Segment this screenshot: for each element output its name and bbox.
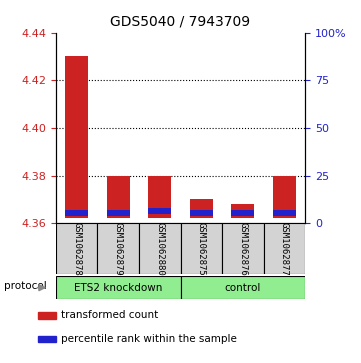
- Bar: [180, 223, 222, 274]
- Bar: [65, 57, 88, 219]
- Text: GSM1062875: GSM1062875: [197, 222, 206, 276]
- Bar: [107, 176, 130, 219]
- Text: GSM1062880: GSM1062880: [155, 222, 164, 276]
- Text: GSM1062878: GSM1062878: [72, 222, 81, 276]
- Text: transformed count: transformed count: [61, 310, 158, 321]
- Bar: [231, 204, 254, 219]
- Bar: [180, 276, 305, 299]
- Bar: [97, 223, 139, 274]
- Bar: [38, 312, 56, 319]
- Text: ETS2 knockdown: ETS2 knockdown: [74, 283, 162, 293]
- Text: percentile rank within the sample: percentile rank within the sample: [61, 334, 237, 344]
- Bar: [273, 210, 296, 216]
- Bar: [107, 210, 130, 216]
- Text: GSM1062879: GSM1062879: [114, 222, 123, 276]
- Text: GSM1062877: GSM1062877: [280, 222, 289, 276]
- Bar: [231, 210, 254, 216]
- Bar: [56, 276, 180, 299]
- Bar: [65, 210, 88, 216]
- Title: GDS5040 / 7943709: GDS5040 / 7943709: [110, 15, 251, 29]
- Bar: [148, 208, 171, 214]
- Bar: [264, 223, 305, 274]
- Bar: [139, 223, 180, 274]
- Text: protocol: protocol: [4, 281, 47, 291]
- Text: control: control: [225, 283, 261, 293]
- Bar: [222, 223, 264, 274]
- Bar: [190, 199, 213, 219]
- Bar: [56, 223, 97, 274]
- Text: GSM1062876: GSM1062876: [238, 222, 247, 276]
- Bar: [190, 210, 213, 216]
- Bar: [38, 336, 56, 343]
- Bar: [273, 176, 296, 219]
- Bar: [148, 176, 171, 219]
